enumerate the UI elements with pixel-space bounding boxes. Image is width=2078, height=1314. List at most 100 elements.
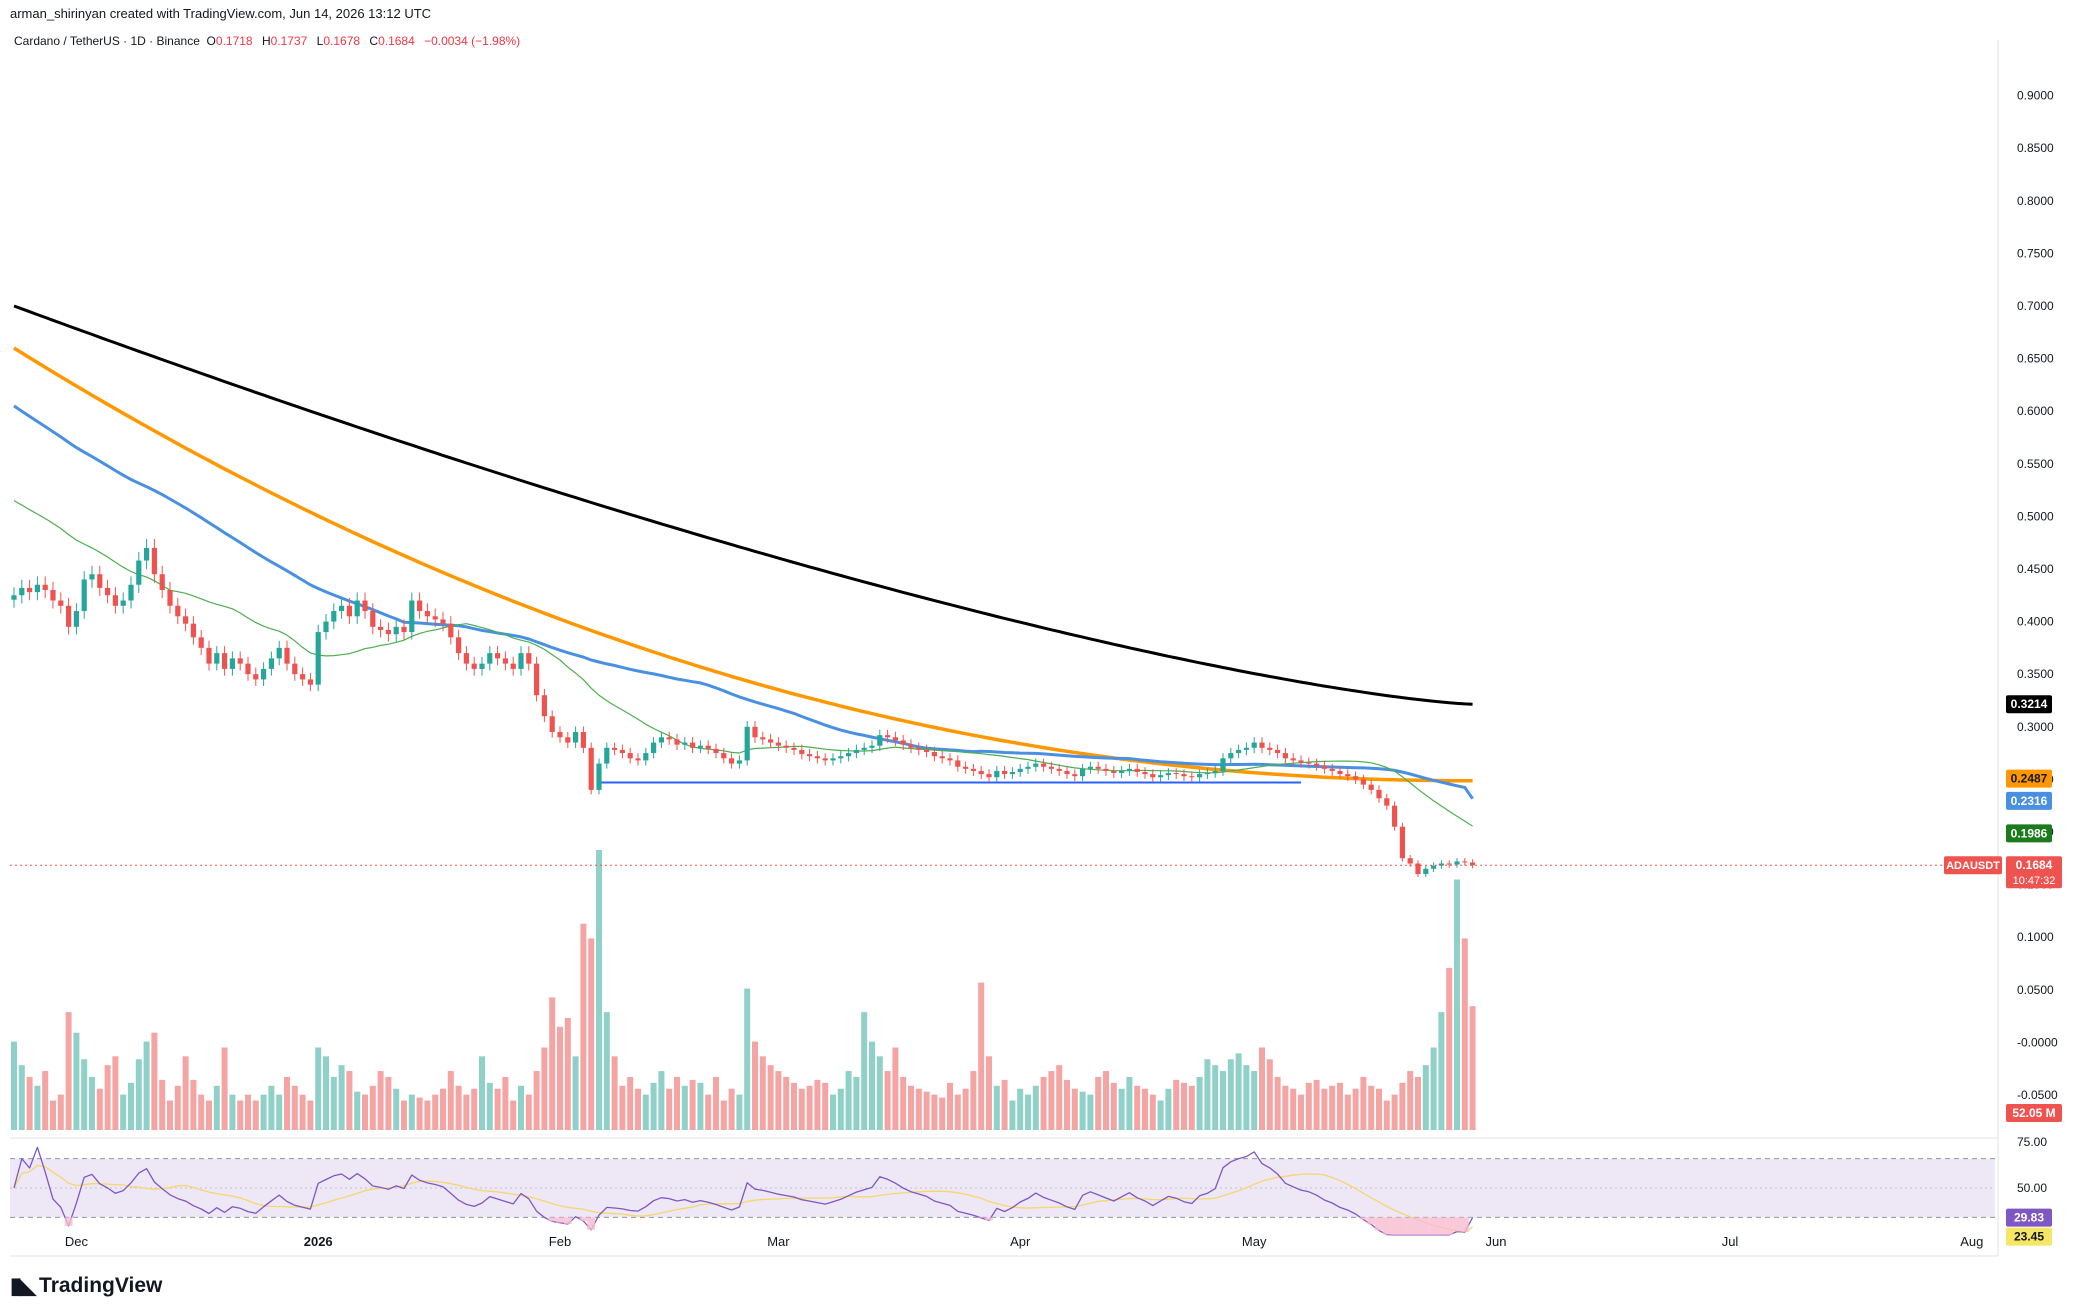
candle-body [1306,762,1312,764]
change-value: −0.0034 (−1.98%) [424,34,521,48]
volume-bar [1134,1085,1141,1130]
candle-body [1009,771,1015,775]
volume-bar [1391,1094,1398,1130]
candle-body [268,658,274,669]
candle-body [1259,742,1265,748]
volume-bar [377,1071,384,1130]
ma100-tag-bg [2006,769,2052,788]
high-value: 0.1737 [270,34,308,48]
volume-bar [11,1041,17,1130]
volume-bar [541,1047,548,1130]
volume-bar [1064,1079,1070,1130]
candle-body [924,749,930,753]
ma100-line [13,346,1473,783]
rsi-oversold-fill [1390,1217,1399,1235]
candle-body [479,663,485,669]
candle-body [27,587,33,593]
volume-bar [705,1094,712,1130]
volume-bar [525,1094,532,1130]
volume-bar [1087,1094,1094,1130]
y-tick-label: -0.0000 [2017,1035,2058,1049]
candle-body [1228,753,1234,759]
candle-body [1415,863,1421,875]
candle-body [1025,766,1031,769]
candle-body [814,756,820,759]
volume-bar [167,1100,173,1130]
volume-bar [1399,1082,1406,1130]
candle-body [752,726,758,738]
tradingview-logo-text: TradingView [39,1274,163,1297]
candle-body [1072,774,1078,777]
volume-bar [1298,1094,1304,1130]
candle-body [900,740,906,745]
volume-bar [213,1085,220,1130]
rsi-line [13,1146,1474,1236]
candle-body [120,600,126,606]
volume-bar [1321,1088,1328,1130]
candle-body [307,679,313,685]
volume-bar [89,1076,95,1130]
candle-body [877,735,883,746]
candle-body [682,742,688,745]
close-label: C [369,34,379,48]
volume-bar [572,1056,579,1130]
volume-bar [650,1082,657,1130]
candle-body [588,747,594,790]
candle-body [284,647,290,664]
candle-body [1220,758,1226,771]
candle-body [237,658,243,664]
rsi-value-tag: 29.83 [2014,1211,2044,1225]
y-tick-label: 0.6500 [2017,352,2054,366]
volume-bar [447,1071,454,1130]
volume-bar [1048,1071,1055,1130]
rsi-oversold-fill [1421,1217,1430,1235]
candle-body [253,674,259,680]
volume-bar [1165,1088,1172,1130]
volume-bar [681,1085,688,1130]
candle-body [1431,865,1437,869]
volume-bar [174,1085,181,1130]
y-tick-label: 0.8000 [2017,194,2054,208]
volume-bar [1110,1082,1117,1130]
volume-bar [798,1088,805,1130]
rsi-tick-label: 50.00 [2017,1181,2047,1195]
volume-bar [1173,1079,1180,1130]
y-tick-label: 0.3000 [2017,720,2054,734]
candle-body [830,758,836,761]
tradingview-logo[interactable]: ▮◣ TradingView [10,1273,162,1299]
volume-bar [947,1082,953,1130]
candle-body [97,574,103,588]
candle-body [861,747,867,750]
candle-body [885,735,891,738]
volume-bar [1266,1059,1273,1130]
volume-bar [494,1088,501,1130]
volume-bar [486,1082,493,1130]
candle-body [1204,773,1210,775]
volume-bar [229,1094,236,1130]
x-tick-label: Jul [1722,1234,1739,1249]
candle-body [105,587,111,596]
x-tick-label: Mar [767,1234,790,1249]
candle-body [1119,770,1125,774]
volume-bar [369,1085,376,1130]
rsi-oversold-fill [563,1217,572,1224]
volume-bar [1103,1071,1109,1130]
volume-bar [759,1056,766,1130]
candle-body [1275,749,1281,754]
candle-body [768,739,774,743]
ma200-tag-bg [2006,695,2052,714]
price-tag-bg [2006,856,2062,889]
candle-body [1321,765,1327,769]
volume-bar [1095,1076,1102,1130]
candle-body [713,748,719,754]
candle-body [346,605,352,617]
candle-body [245,663,251,675]
volume-bar [159,1079,166,1130]
volume-bar [143,1041,150,1130]
volume-bar [814,1079,821,1130]
y-tick-label: -0.0500 [2017,1088,2058,1102]
candle-body [432,616,438,620]
candle-body [487,653,493,664]
rsi-ma-line [13,1164,1473,1233]
